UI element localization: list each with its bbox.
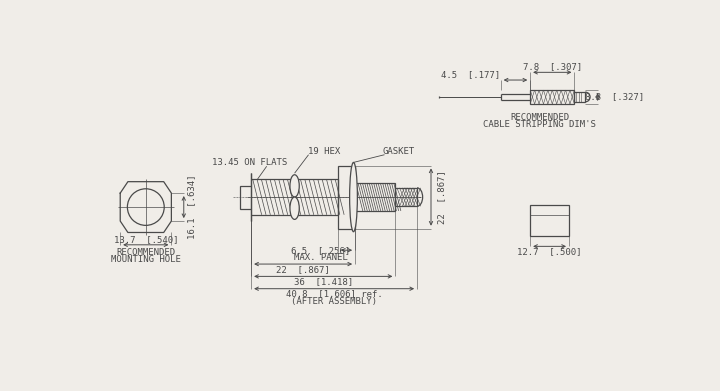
Bar <box>338 165 355 229</box>
Text: RECOMMENDED: RECOMMENDED <box>510 113 569 122</box>
Text: 8.3  [.327]: 8.3 [.327] <box>585 92 644 102</box>
Text: 16.1  [.634]: 16.1 [.634] <box>187 175 196 239</box>
Text: CABLE STRIPPING DIM'S: CABLE STRIPPING DIM'S <box>483 120 596 129</box>
Text: MAX. PANEL: MAX. PANEL <box>294 253 348 262</box>
Ellipse shape <box>350 162 357 232</box>
Ellipse shape <box>290 175 300 197</box>
Text: 7.8  [.307]: 7.8 [.307] <box>523 63 582 72</box>
Ellipse shape <box>290 197 300 219</box>
Text: 13.45 ON FLATS: 13.45 ON FLATS <box>212 158 287 167</box>
Text: 36  [1.418]: 36 [1.418] <box>294 277 353 286</box>
Text: 13.7  [.540]: 13.7 [.540] <box>114 235 178 244</box>
Bar <box>575 92 585 102</box>
Bar <box>530 205 569 235</box>
Text: 40.8  [1.606] ref.: 40.8 [1.606] ref. <box>286 290 382 299</box>
Text: RECOMMENDED: RECOMMENDED <box>116 248 176 257</box>
Bar <box>530 90 575 104</box>
Text: 4.5  [.177]: 4.5 [.177] <box>441 70 500 79</box>
Text: 22  [.867]: 22 [.867] <box>437 170 446 224</box>
Text: 19 HEX: 19 HEX <box>308 147 340 156</box>
Text: MOUNTING HOLE: MOUNTING HOLE <box>111 255 181 264</box>
Text: 22  [.867]: 22 [.867] <box>276 265 330 274</box>
Bar <box>395 188 417 206</box>
Text: GASKET: GASKET <box>382 147 415 156</box>
Text: 12.7  [.500]: 12.7 [.500] <box>518 247 582 256</box>
Bar <box>251 179 338 215</box>
Text: (AFTER ASSEMBLY): (AFTER ASSEMBLY) <box>291 296 377 305</box>
Text: 6.5  [.256]: 6.5 [.256] <box>292 246 351 255</box>
Bar <box>355 183 395 211</box>
Bar <box>240 185 251 209</box>
